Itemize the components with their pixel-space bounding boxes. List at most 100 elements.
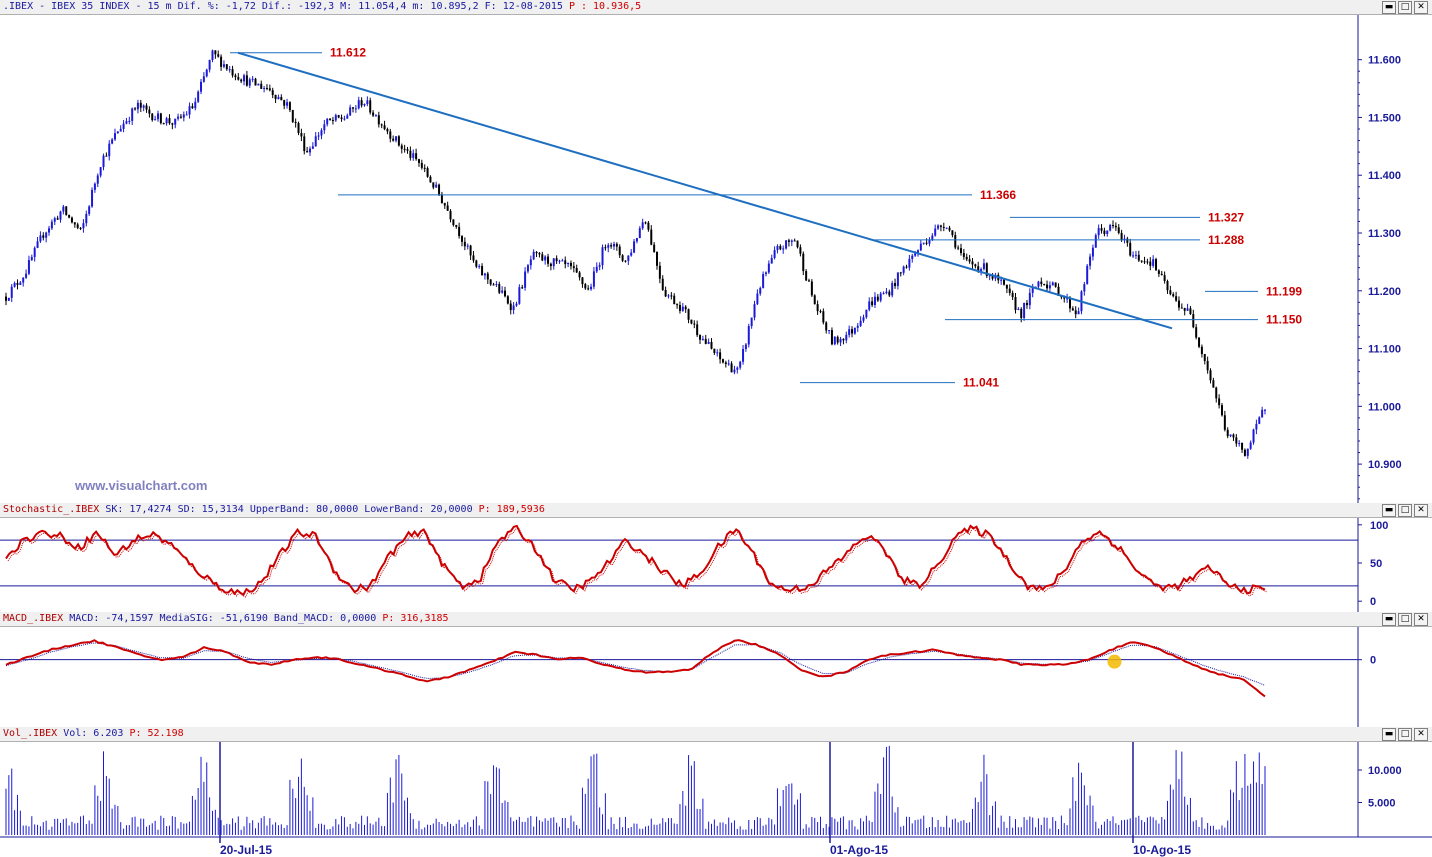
maximize-button[interactable]: □ <box>1398 1 1412 14</box>
price-candle <box>211 49 214 63</box>
price-candle <box>673 293 676 305</box>
price-candle <box>664 286 667 298</box>
price-candle <box>647 221 650 232</box>
price-candle <box>366 96 369 107</box>
price-candle <box>661 275 664 291</box>
price-candle <box>93 182 96 193</box>
price-candle <box>317 132 320 141</box>
price-candle <box>862 314 865 323</box>
close-button[interactable]: ✕ <box>1414 613 1428 626</box>
price-candle <box>1243 448 1246 457</box>
minimize-button[interactable]: ▬ <box>1382 504 1396 517</box>
stoch-header-name: Stochastic_.IBEX <box>3 504 100 515</box>
macd-header-text: MACD: -74,1597 MediaSIG: -51,6190 Band_M… <box>63 613 383 624</box>
volume-chart[interactable]: 10.000 5.000 20-Jul-15 01-Ago-15 10-Ago-15 <box>0 742 1432 857</box>
price-candle <box>598 262 601 271</box>
price-candle <box>139 99 142 112</box>
price-candle <box>403 144 406 153</box>
close-button[interactable]: ✕ <box>1414 504 1428 517</box>
price-candle <box>1246 448 1249 459</box>
price-candle <box>248 77 251 89</box>
maximize-button[interactable]: □ <box>1398 504 1412 517</box>
price-candle <box>1014 292 1017 314</box>
price-candle <box>1017 307 1020 311</box>
price-candle <box>808 278 811 282</box>
price-candle <box>549 262 552 271</box>
price-candle <box>113 128 116 141</box>
macd-line <box>5 639 1266 698</box>
price-y-tick: 11.500 <box>1368 112 1401 124</box>
macd-chart[interactable]: 0 <box>0 627 1432 727</box>
price-candle <box>82 219 85 233</box>
price-candle <box>145 103 148 113</box>
price-candle <box>750 317 753 329</box>
watermark: www.visualchart.com <box>74 478 207 493</box>
price-candle <box>879 291 882 303</box>
price-candle <box>228 66 231 73</box>
price-candle <box>119 125 122 132</box>
price-chart[interactable]: 11.612 11.366 11.327 11.288 11.199 11.150 11.0… <box>0 15 1432 503</box>
price-candle <box>268 84 271 92</box>
minimize-button[interactable]: ▬ <box>1382 613 1396 626</box>
price-candle <box>1226 427 1229 439</box>
price-candle <box>687 308 690 324</box>
minimize-button[interactable]: ▬ <box>1382 728 1396 741</box>
price-candle <box>779 244 782 251</box>
price-candle <box>466 243 469 250</box>
price-header-bar: .IBEX - IBEX 35 INDEX - 15 m Dif. %: -1,… <box>0 0 1432 15</box>
price-candle <box>684 305 687 313</box>
price-candle <box>1103 227 1106 237</box>
price-candle <box>1071 306 1074 311</box>
price-candle <box>283 99 286 110</box>
price-candle <box>412 149 415 161</box>
price-candle <box>653 242 656 253</box>
close-button[interactable]: ✕ <box>1414 1 1428 14</box>
price-candle <box>1241 442 1244 453</box>
price-candle <box>968 255 971 264</box>
price-candle <box>397 135 400 147</box>
price-candle <box>656 251 659 270</box>
price-candle <box>481 263 484 276</box>
price-candle <box>1089 253 1092 270</box>
minimize-button[interactable]: ▬ <box>1382 1 1396 14</box>
price-candle <box>1155 257 1158 271</box>
stoch-header: Stochastic_.IBEX SK: 17,4274 SD: 15,3134… <box>3 503 545 517</box>
price-candle <box>263 85 266 93</box>
price-candle <box>604 244 607 251</box>
price-candle <box>108 140 111 161</box>
price-candle <box>942 222 945 232</box>
price-candle <box>908 254 911 271</box>
price-candle <box>1123 234 1126 244</box>
price-candle <box>957 245 960 251</box>
price-candle <box>280 94 283 101</box>
price-candle <box>1218 394 1221 409</box>
price-candle <box>736 366 739 374</box>
price-candle <box>88 205 91 216</box>
price-candle <box>899 271 902 277</box>
price-candle <box>1077 307 1080 315</box>
price-candle <box>1043 283 1046 286</box>
price-candle <box>59 210 62 223</box>
price-candle <box>111 137 114 145</box>
stochastic-chart[interactable]: 100 50 0 <box>0 518 1432 612</box>
price-candle <box>561 258 564 262</box>
maximize-button[interactable]: □ <box>1398 728 1412 741</box>
price-candle <box>197 90 200 103</box>
price-candle <box>1146 258 1149 265</box>
price-candle <box>165 116 168 126</box>
vol-y-tick: 10.000 <box>1368 765 1402 777</box>
price-candle <box>423 164 426 173</box>
price-candle <box>443 202 446 209</box>
close-button[interactable]: ✕ <box>1414 728 1428 741</box>
price-candle <box>830 327 833 346</box>
price-candle <box>463 237 466 251</box>
price-candle <box>1220 403 1223 417</box>
price-candle <box>693 320 696 329</box>
price-candle <box>174 118 177 129</box>
price-candle <box>420 159 423 170</box>
price-candle <box>1152 255 1155 268</box>
vol-header: Vol_.IBEX Vol: 6.203 P: 52.198 <box>3 727 184 741</box>
price-candle <box>1048 281 1051 293</box>
price-candle <box>300 128 303 142</box>
maximize-button[interactable]: □ <box>1398 613 1412 626</box>
